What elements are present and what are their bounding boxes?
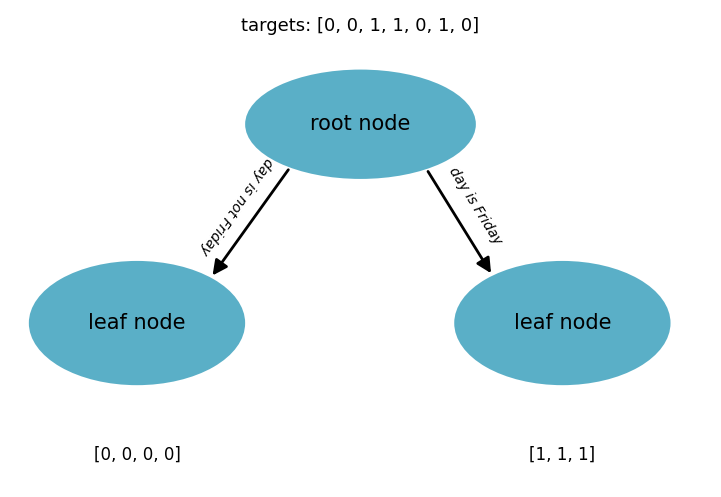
Text: [0, 0, 0, 0]: [0, 0, 0, 0] (94, 446, 180, 464)
Text: day is Friday: day is Friday (446, 165, 505, 248)
Ellipse shape (454, 261, 671, 385)
Text: targets: [0, 0, 1, 1, 0, 1, 0]: targets: [0, 0, 1, 1, 0, 1, 0] (242, 17, 479, 35)
Text: leaf node: leaf node (513, 313, 611, 333)
Ellipse shape (29, 261, 245, 385)
Ellipse shape (245, 70, 476, 179)
Text: root node: root node (310, 114, 411, 134)
Text: [1, 1, 1]: [1, 1, 1] (529, 446, 596, 464)
Text: leaf node: leaf node (88, 313, 186, 333)
Text: day is not Friday: day is not Friday (196, 155, 275, 257)
